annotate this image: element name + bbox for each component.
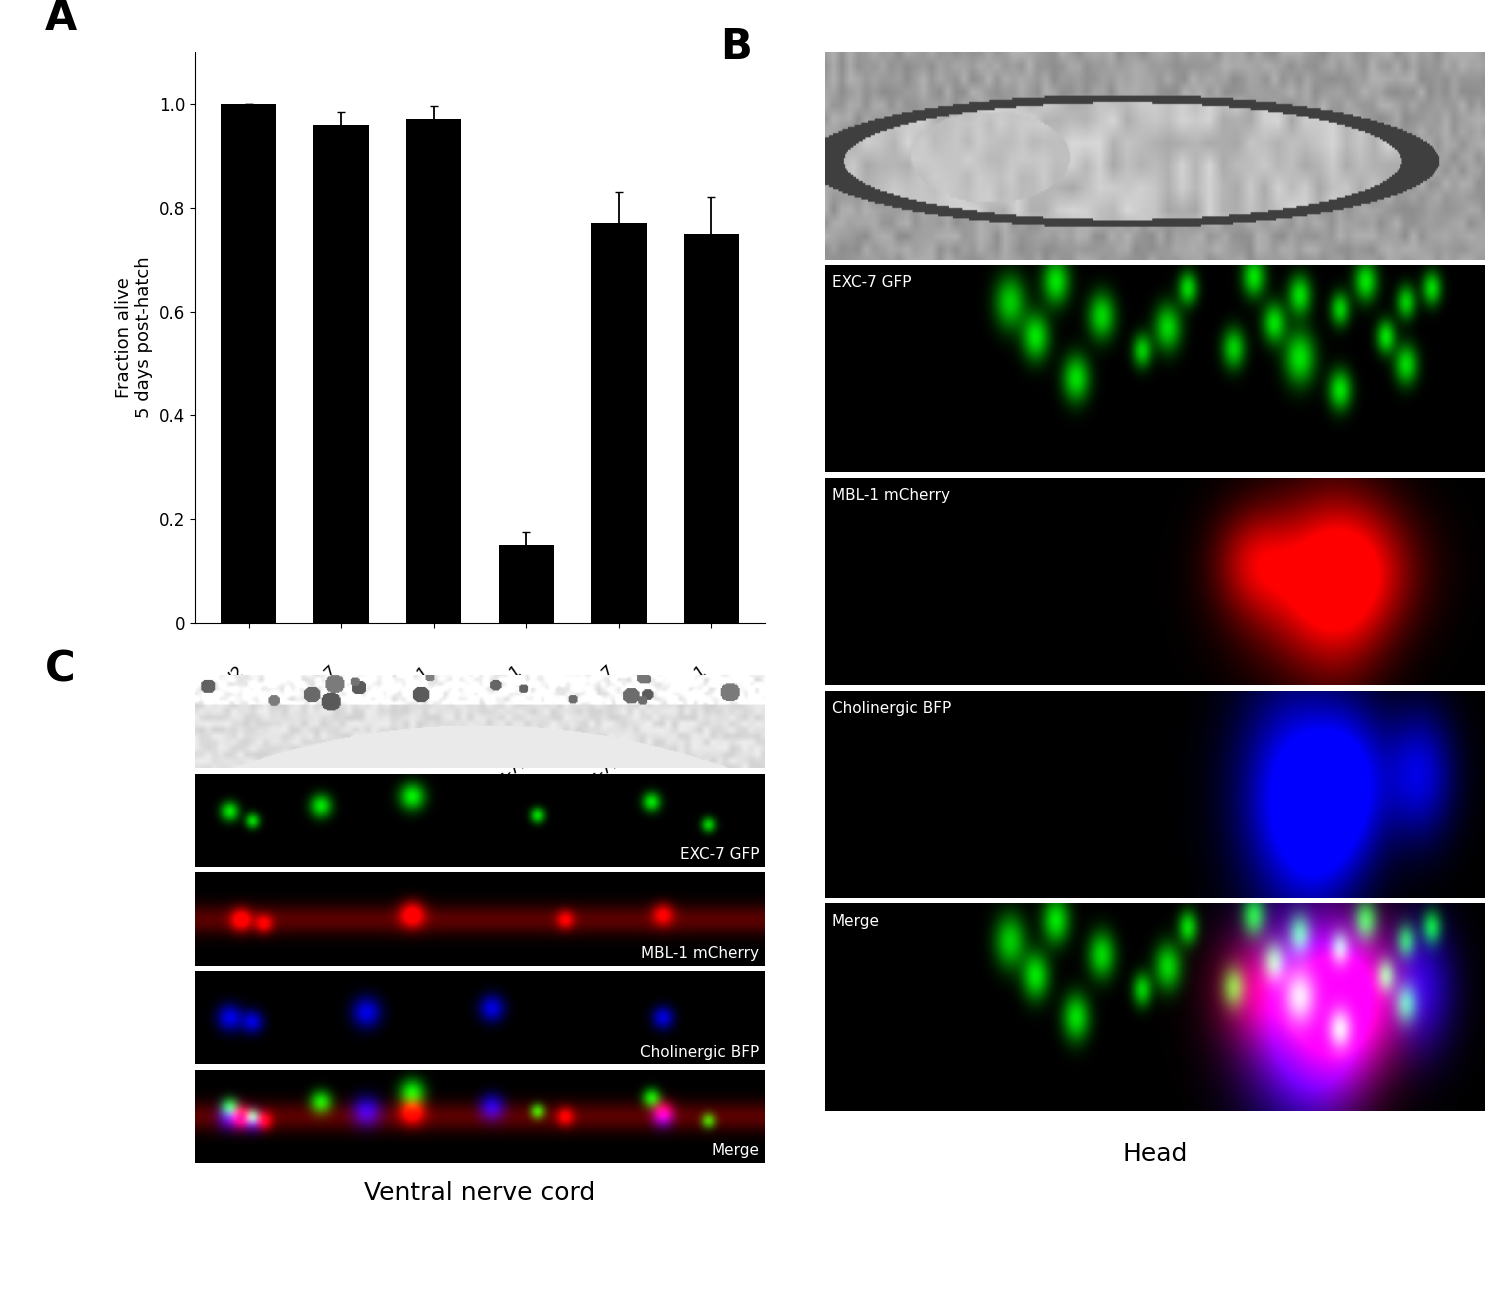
Text: N2: N2 [219, 663, 249, 692]
Bar [591, 223, 646, 623]
Text: EXC-7 GFP: EXC-7 GFP [831, 275, 910, 291]
Text: exc-7; mbl-1 + MBL-1: exc-7; mbl-1 + MBL-1 [572, 663, 711, 802]
Bar [684, 234, 740, 623]
Bar [220, 104, 276, 623]
Text: MBL-1 mCherry: MBL-1 mCherry [831, 488, 950, 504]
Bar [498, 545, 554, 623]
Text: mbl-1: mbl-1 [387, 663, 433, 710]
Text: Head: Head [1122, 1142, 1188, 1166]
Text: B: B [720, 26, 752, 67]
Text: Cholinergic BFP: Cholinergic BFP [640, 1045, 759, 1059]
Text: Merge: Merge [831, 914, 879, 929]
Text: A: A [45, 0, 78, 39]
Y-axis label: Fraction alive
5 days post-hatch: Fraction alive 5 days post-hatch [114, 257, 153, 418]
Bar [314, 125, 369, 623]
Text: Cholinergic BFP: Cholinergic BFP [831, 701, 951, 716]
Text: MBL-1 mCherry: MBL-1 mCherry [642, 946, 759, 961]
Text: Ventral nerve cord: Ventral nerve cord [364, 1181, 596, 1205]
Text: Merge: Merge [711, 1144, 759, 1158]
Text: exc-7: exc-7 [296, 663, 340, 709]
Text: exc-7; mbl-1 + EXC-7: exc-7; mbl-1 + EXC-7 [480, 663, 620, 802]
Text: C: C [45, 649, 75, 691]
Bar [406, 119, 462, 623]
Text: EXC-7 GFP: EXC-7 GFP [680, 848, 759, 862]
Text: exc-7; mbl-1: exc-7; mbl-1 [440, 663, 526, 750]
